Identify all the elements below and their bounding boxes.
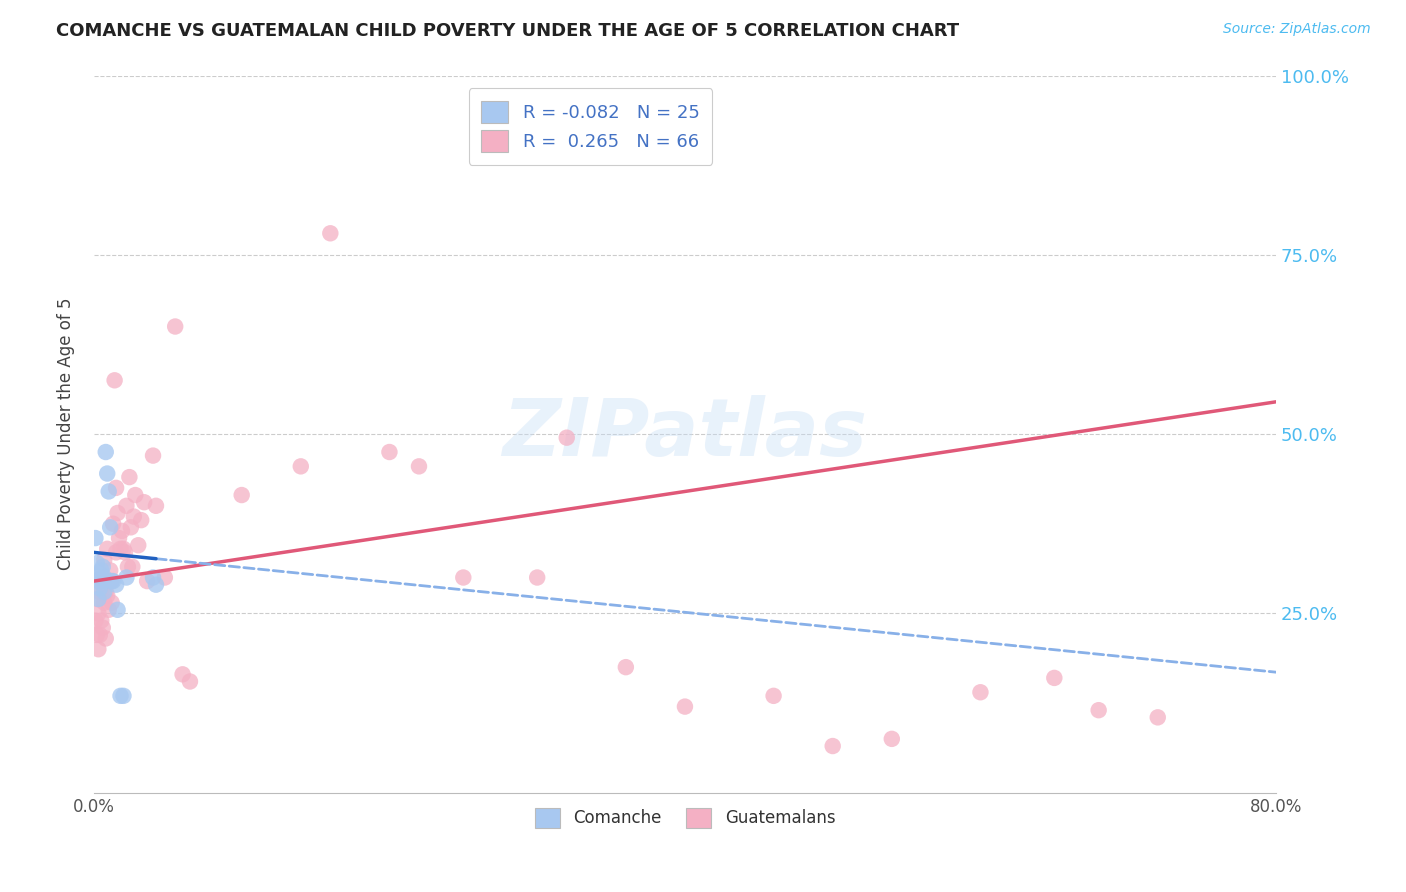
Point xyxy=(89,628,111,642)
Legend: Comanche, Guatemalans: Comanche, Guatemalans xyxy=(527,801,842,835)
Point xyxy=(86,592,108,607)
Point xyxy=(87,574,110,588)
Y-axis label: Child Poverty Under the Age of 5: Child Poverty Under the Age of 5 xyxy=(58,298,75,570)
Point xyxy=(105,577,128,591)
Point xyxy=(121,559,143,574)
Point xyxy=(969,685,991,699)
Point xyxy=(94,445,117,459)
Point xyxy=(89,585,111,599)
Point xyxy=(114,545,136,559)
Point xyxy=(98,520,121,534)
Point xyxy=(90,563,112,577)
Point xyxy=(84,614,107,628)
Point xyxy=(100,574,122,588)
Point xyxy=(179,674,201,689)
Point xyxy=(142,449,165,463)
Point xyxy=(93,552,115,566)
Point xyxy=(172,667,194,681)
Point xyxy=(122,509,145,524)
Point xyxy=(614,660,637,674)
Point xyxy=(90,570,112,584)
Point xyxy=(100,596,122,610)
Point xyxy=(110,689,132,703)
Point xyxy=(93,570,115,584)
Point xyxy=(526,570,548,584)
Point xyxy=(880,731,903,746)
Point xyxy=(112,689,135,703)
Point xyxy=(97,484,120,499)
Point xyxy=(134,495,156,509)
Point xyxy=(105,545,128,559)
Point xyxy=(104,373,127,387)
Point xyxy=(97,574,120,588)
Point xyxy=(93,585,115,599)
Point xyxy=(108,531,131,545)
Point xyxy=(378,445,401,459)
Point xyxy=(91,577,114,591)
Point xyxy=(107,506,129,520)
Point xyxy=(129,513,152,527)
Point xyxy=(94,632,117,646)
Point xyxy=(1087,703,1109,717)
Point xyxy=(96,467,118,481)
Point xyxy=(408,459,430,474)
Point xyxy=(120,520,142,534)
Point xyxy=(555,431,578,445)
Point xyxy=(87,592,110,607)
Point xyxy=(91,559,114,574)
Text: COMANCHE VS GUATEMALAN CHILD POVERTY UNDER THE AGE OF 5 CORRELATION CHART: COMANCHE VS GUATEMALAN CHILD POVERTY UND… xyxy=(56,22,959,40)
Point xyxy=(117,559,139,574)
Point xyxy=(145,577,167,591)
Point xyxy=(136,574,159,588)
Point xyxy=(101,516,124,531)
Point xyxy=(1043,671,1066,685)
Point xyxy=(111,524,134,538)
Text: ZIPatlas: ZIPatlas xyxy=(502,395,868,473)
Point xyxy=(94,585,117,599)
Point xyxy=(96,541,118,556)
Point xyxy=(112,541,135,556)
Point xyxy=(145,499,167,513)
Point xyxy=(87,607,110,621)
Point xyxy=(89,566,111,581)
Point xyxy=(231,488,253,502)
Point xyxy=(673,699,696,714)
Point xyxy=(124,488,146,502)
Point xyxy=(97,603,120,617)
Point xyxy=(165,319,187,334)
Point xyxy=(89,581,111,595)
Point xyxy=(96,589,118,603)
Point xyxy=(153,570,176,584)
Point xyxy=(90,570,112,584)
Point xyxy=(142,570,165,584)
Point xyxy=(115,499,138,513)
Point xyxy=(101,574,124,588)
Point xyxy=(110,541,132,556)
Point xyxy=(91,574,114,588)
Point xyxy=(87,642,110,657)
Point xyxy=(90,614,112,628)
Point xyxy=(821,739,844,753)
Point xyxy=(290,459,312,474)
Point xyxy=(762,689,785,703)
Point xyxy=(86,556,108,570)
Point xyxy=(107,603,129,617)
Point xyxy=(93,596,115,610)
Point xyxy=(91,621,114,635)
Point xyxy=(86,628,108,642)
Point xyxy=(105,481,128,495)
Point xyxy=(84,531,107,545)
Text: Source: ZipAtlas.com: Source: ZipAtlas.com xyxy=(1223,22,1371,37)
Point xyxy=(127,538,149,552)
Point xyxy=(98,563,121,577)
Point xyxy=(118,470,141,484)
Point xyxy=(115,570,138,584)
Point xyxy=(453,570,475,584)
Point xyxy=(1146,710,1168,724)
Point xyxy=(319,227,342,241)
Point xyxy=(100,574,122,588)
